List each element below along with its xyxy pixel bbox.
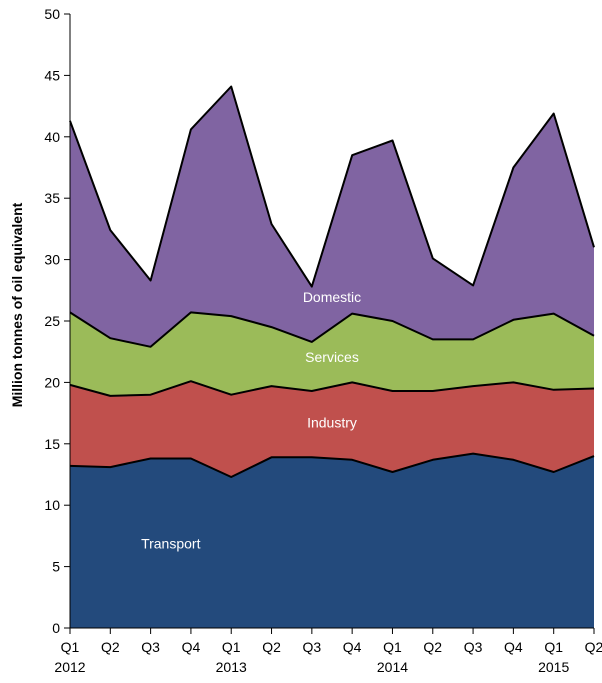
area-industry [70, 381, 594, 477]
y-tick-label: 40 [44, 129, 60, 145]
y-tick-label: 5 [52, 559, 60, 575]
x-tick-label: Q3 [303, 639, 322, 655]
x-year-label: 2015 [538, 659, 569, 675]
line-services [69, 311, 595, 348]
x-tick-label: Q2 [262, 639, 281, 655]
x-tick-label: Q4 [182, 639, 201, 655]
x-year-label: 2014 [377, 659, 408, 675]
y-tick-label: 20 [44, 374, 60, 390]
y-axis-title: Million tonnes of oil equivalent [9, 202, 25, 407]
line-domestic [69, 85, 595, 288]
x-year-label: 2012 [54, 659, 85, 675]
x-tick-label: Q2 [101, 639, 120, 655]
y-tick-label: 45 [44, 67, 60, 83]
area-transport [70, 453, 594, 628]
y-tick-label: 35 [44, 190, 60, 206]
x-tick-label: Q1 [61, 639, 80, 655]
line-industry [69, 380, 595, 397]
x-tick-label: Q4 [343, 639, 362, 655]
y-tick-label: 10 [44, 497, 60, 513]
area-outlines [69, 85, 595, 478]
x-tick-label: Q4 [504, 639, 523, 655]
series-label-transport: Transport [141, 535, 201, 551]
y-tick-label: 15 [44, 436, 60, 452]
y-tick-label: 30 [44, 252, 60, 268]
series-label-services: Services [305, 349, 359, 365]
series-labels: Transport Industry Services Domestic [141, 289, 361, 551]
line-transport [69, 452, 595, 478]
x-year-label: 2013 [216, 659, 247, 675]
x-tick-label: Q1 [383, 639, 402, 655]
x-tick-label: Q2 [423, 639, 442, 655]
series-label-domestic: Domestic [303, 289, 361, 305]
axes: 0 5 10 15 20 25 30 35 40 45 50 Q1 Q2 Q3 Q4 Q1 Q2 Q3 Q4 Q1 Q2… [44, 6, 602, 675]
y-tick-label: 50 [44, 6, 60, 22]
x-tick-label: Q2 [585, 639, 602, 655]
x-tick-label: Q3 [464, 639, 483, 655]
x-tick-label: Q3 [141, 639, 160, 655]
area-domestic [70, 86, 594, 347]
area-services [70, 312, 594, 396]
y-tick-label: 0 [52, 620, 60, 636]
series-label-industry: Industry [307, 415, 357, 431]
y-tick-label: 25 [44, 313, 60, 329]
x-tick-label: Q1 [222, 639, 241, 655]
area-layers [70, 86, 594, 628]
x-tick-label: Q1 [544, 639, 563, 655]
